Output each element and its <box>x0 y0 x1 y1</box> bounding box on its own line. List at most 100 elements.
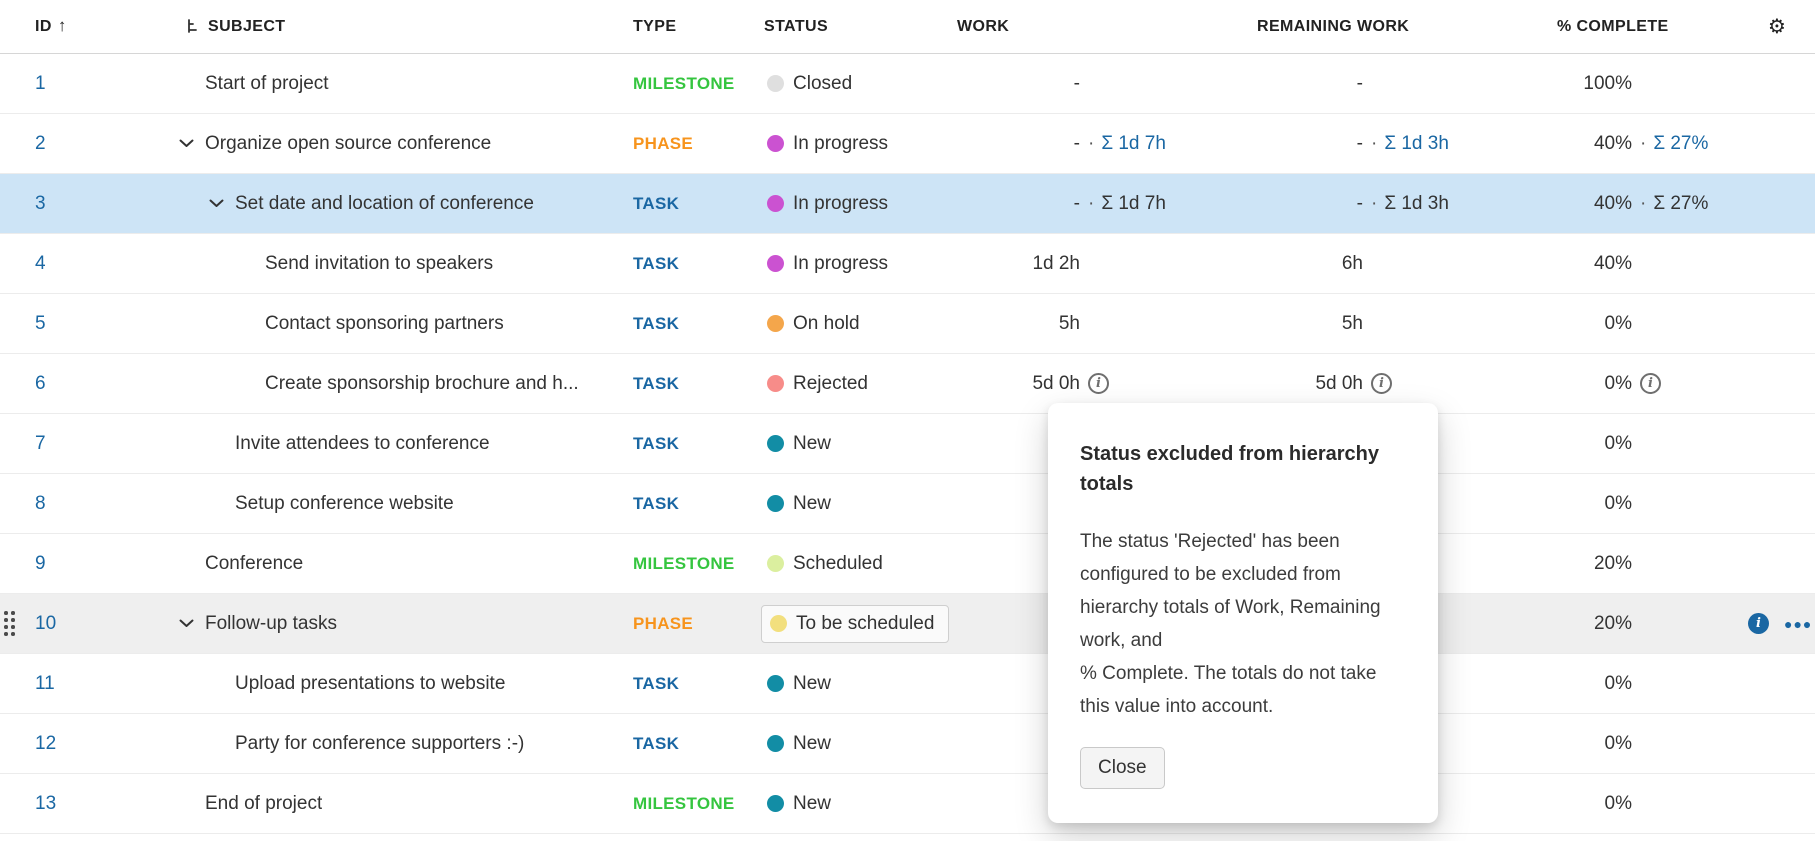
work-package-id-link[interactable]: 2 <box>35 132 46 154</box>
subject-cell[interactable]: Setup conference website <box>155 474 633 533</box>
table-row[interactable]: 7 Invite attendees to conference TASK Ne… <box>0 414 1815 474</box>
type-label[interactable]: TASK <box>633 493 680 513</box>
percent-complete-cell[interactable]: 40% <box>1480 234 1740 293</box>
table-row[interactable]: 12 Party for conference supporters :-) T… <box>0 714 1815 774</box>
info-icon[interactable]: i <box>1088 373 1109 394</box>
collapse-chevron-icon[interactable] <box>179 619 205 628</box>
work-cell[interactable]: 1d 2h <box>918 234 1180 293</box>
work-cell[interactable]: 5h <box>918 294 1180 353</box>
percent-complete-cell[interactable]: 0% <box>1480 774 1740 833</box>
work-package-id-link[interactable]: 13 <box>35 792 57 814</box>
work-cell[interactable]: - <box>918 54 1180 113</box>
status-cell[interactable]: In progress <box>758 114 918 173</box>
remaining-work-cell[interactable]: - <box>1180 54 1480 113</box>
percent-complete-cell[interactable]: 0% <box>1480 654 1740 713</box>
status-cell[interactable]: New <box>758 414 918 473</box>
more-actions-button[interactable]: ●●● <box>1784 615 1813 632</box>
percent-complete-cell[interactable]: 40% · Σ 27% <box>1480 114 1740 173</box>
work-package-id-link[interactable]: 8 <box>35 492 46 514</box>
percent-complete-cell[interactable]: 100% <box>1480 54 1740 113</box>
work-package-id-link[interactable]: 10 <box>35 612 57 634</box>
column-header-type[interactable]: TYPE <box>633 0 758 53</box>
drag-handle[interactable] <box>4 611 15 636</box>
derived-total-link[interactable]: Σ 1d 7h <box>1101 132 1166 154</box>
table-row[interactable]: 1 Start of project MILESTONE Closed - - … <box>0 54 1815 114</box>
work-package-id-link[interactable]: 3 <box>35 192 46 214</box>
table-row[interactable]: 10 Follow-up tasks PHASE To be scheduled… <box>0 594 1815 654</box>
type-label[interactable]: MILESTONE <box>633 793 735 813</box>
work-cell[interactable]: - · Σ 1d 7h <box>918 114 1180 173</box>
table-row[interactable]: 8 Setup conference website TASK New 0% <box>0 474 1815 534</box>
work-package-id-link[interactable]: 12 <box>35 732 57 754</box>
remaining-work-cell[interactable]: - · Σ 1d 3h <box>1180 114 1480 173</box>
column-header-id[interactable]: ID ↑ <box>20 0 155 53</box>
subject-cell[interactable]: End of project <box>155 774 633 833</box>
percent-complete-cell[interactable]: 0% <box>1480 714 1740 773</box>
status-cell[interactable]: In progress <box>758 174 918 233</box>
percent-complete-cell[interactable]: 20% <box>1480 534 1740 593</box>
work-cell[interactable]: 5d 0h i <box>918 354 1180 413</box>
table-row[interactable]: 9 Conference MILESTONE Scheduled 20% <box>0 534 1815 594</box>
derived-total-link[interactable]: Σ 1d 3h <box>1384 192 1449 214</box>
info-icon[interactable]: i <box>1371 373 1392 394</box>
remaining-work-cell[interactable]: 5h <box>1180 294 1480 353</box>
table-row[interactable]: 13 End of project MILESTONE New 0% <box>0 774 1815 834</box>
table-row[interactable]: 5 Contact sponsoring partners TASK On ho… <box>0 294 1815 354</box>
table-row[interactable]: 11 Upload presentations to website TASK … <box>0 654 1815 714</box>
type-label[interactable]: MILESTONE <box>633 73 735 93</box>
percent-complete-cell[interactable]: 0% <box>1480 294 1740 353</box>
status-cell[interactable]: New <box>758 714 918 773</box>
status-cell[interactable]: New <box>758 474 918 533</box>
status-cell[interactable]: Closed <box>758 54 918 113</box>
table-row[interactable]: 6 Create sponsorship brochure and h... T… <box>0 354 1815 414</box>
percent-complete-cell[interactable]: 40% · Σ 27% <box>1480 174 1740 233</box>
type-label[interactable]: TASK <box>633 193 680 213</box>
status-cell[interactable]: Scheduled <box>758 534 918 593</box>
subject-cell[interactable]: Invite attendees to conference <box>155 414 633 473</box>
percent-complete-cell[interactable]: 20% <box>1480 594 1740 653</box>
work-package-id-link[interactable]: 11 <box>35 672 55 694</box>
type-label[interactable]: TASK <box>633 673 680 693</box>
remaining-work-cell[interactable]: 5d 0h i <box>1180 354 1480 413</box>
percent-complete-cell[interactable]: 0% i <box>1480 354 1740 413</box>
subject-cell[interactable]: Upload presentations to website <box>155 654 633 713</box>
derived-total-link[interactable]: Σ 1d 3h <box>1384 132 1449 154</box>
table-row[interactable]: 3 Set date and location of conference TA… <box>0 174 1815 234</box>
work-package-id-link[interactable]: 9 <box>35 552 46 574</box>
status-cell[interactable]: Rejected <box>758 354 918 413</box>
remaining-work-cell[interactable]: 6h <box>1180 234 1480 293</box>
status-cell[interactable]: New <box>758 654 918 713</box>
type-label[interactable]: TASK <box>633 253 680 273</box>
type-label[interactable]: PHASE <box>633 613 694 633</box>
collapse-chevron-icon[interactable] <box>209 199 235 208</box>
type-label[interactable]: TASK <box>633 313 680 333</box>
subject-cell[interactable]: Send invitation to speakers <box>155 234 633 293</box>
status-cell[interactable]: In progress <box>758 234 918 293</box>
work-cell[interactable]: - · Σ 1d 7h <box>918 174 1180 233</box>
type-label[interactable]: TASK <box>633 373 680 393</box>
column-header-status[interactable]: STATUS <box>758 0 918 53</box>
subject-cell[interactable]: Party for conference supporters :-) <box>155 714 633 773</box>
column-header-remaining-work[interactable]: REMAINING WORK <box>1180 0 1480 53</box>
work-package-id-link[interactable]: 5 <box>35 312 46 334</box>
work-package-id-link[interactable]: 4 <box>35 252 46 274</box>
derived-total-link[interactable]: Σ 27% <box>1653 132 1709 154</box>
work-package-id-link[interactable]: 7 <box>35 432 46 454</box>
subject-cell[interactable]: Conference <box>155 534 633 593</box>
table-row[interactable]: 4 Send invitation to speakers TASK In pr… <box>0 234 1815 294</box>
info-icon[interactable]: i <box>1640 373 1661 394</box>
type-label[interactable]: MILESTONE <box>633 553 735 573</box>
subject-cell[interactable]: Contact sponsoring partners <box>155 294 633 353</box>
column-header-work[interactable]: WORK <box>918 0 1180 53</box>
status-cell[interactable]: New <box>758 774 918 833</box>
hierarchy-icon[interactable] <box>185 19 200 34</box>
percent-complete-cell[interactable]: 0% <box>1480 414 1740 473</box>
subject-cell[interactable]: Start of project <box>155 54 633 113</box>
status-cell[interactable]: To be scheduled <box>758 594 950 653</box>
subject-cell[interactable]: Set date and location of conference <box>155 174 633 233</box>
percent-complete-cell[interactable]: 0% <box>1480 474 1740 533</box>
subject-cell[interactable]: Follow-up tasks <box>155 594 633 653</box>
subject-cell[interactable]: Organize open source conference <box>155 114 633 173</box>
popover-close-button[interactable]: Close <box>1080 747 1165 789</box>
derived-total-link[interactable]: Σ 1d 7h <box>1101 192 1166 214</box>
